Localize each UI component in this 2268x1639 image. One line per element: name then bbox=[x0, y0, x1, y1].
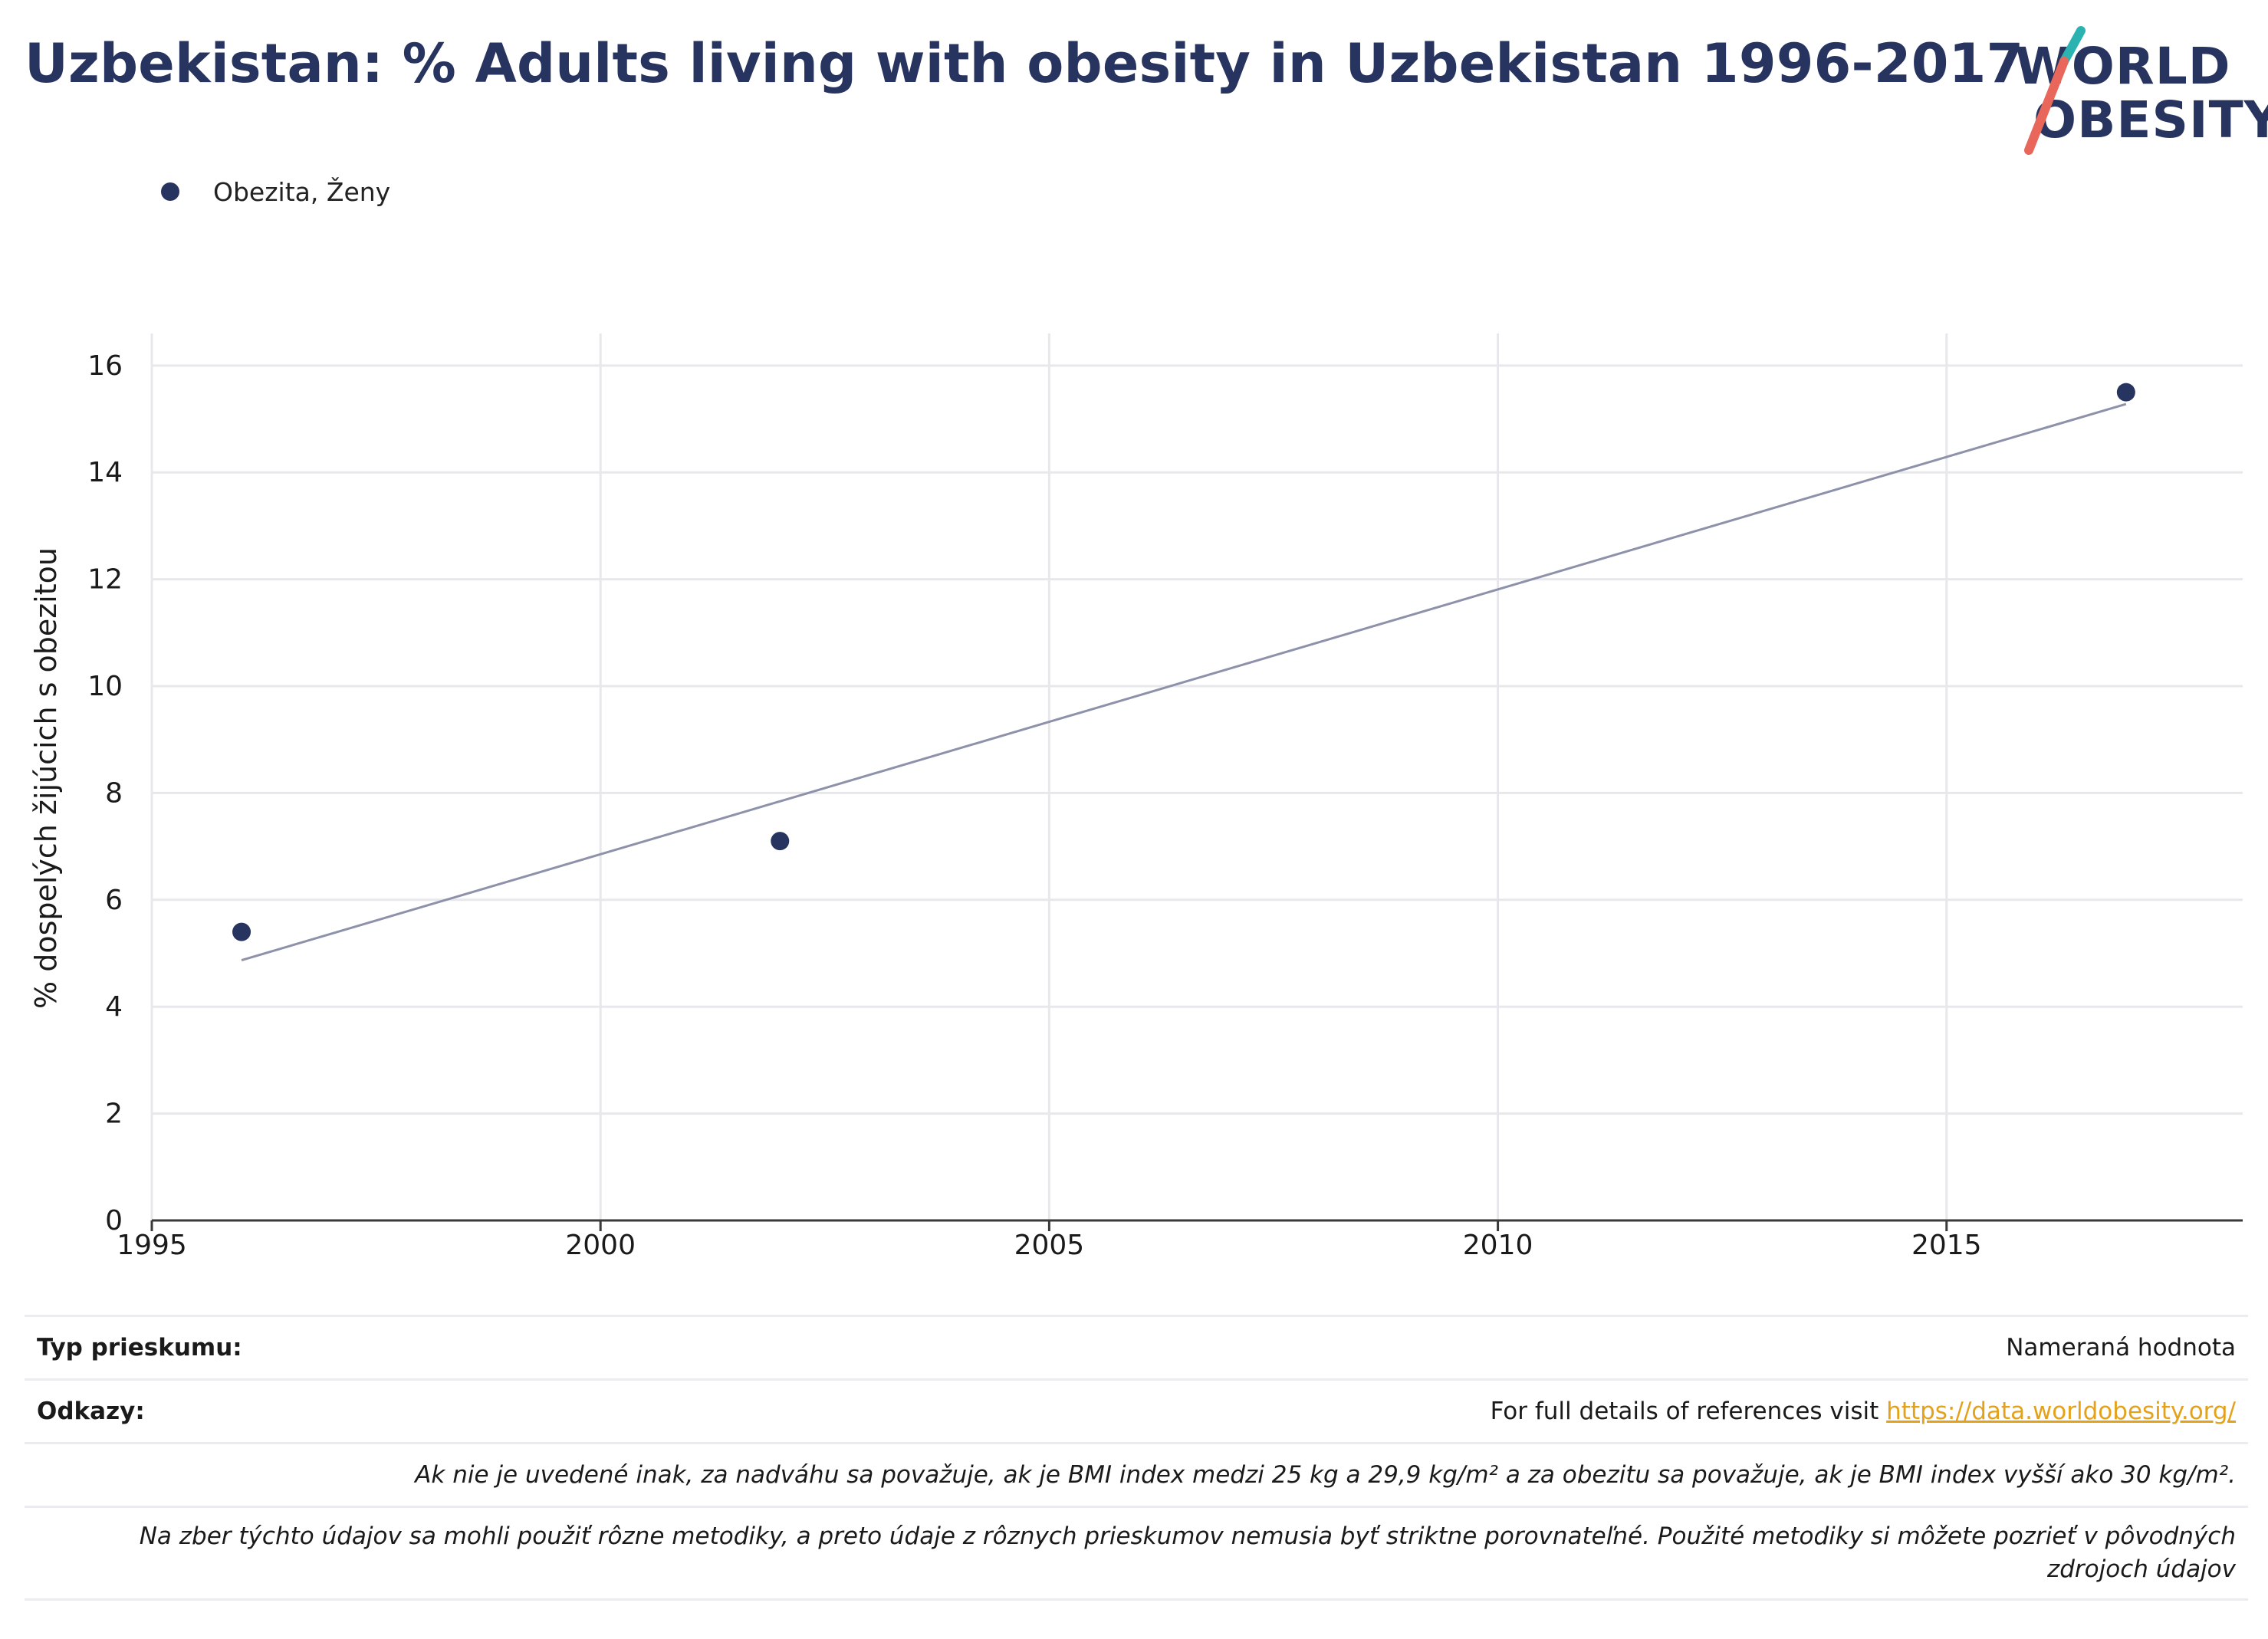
y-tick-label: 8 bbox=[105, 777, 123, 809]
references-value: For full details of references visit htt… bbox=[1491, 1398, 2248, 1425]
chart-title: Uzbekistan: % Adults living with obesity… bbox=[25, 32, 2024, 95]
chart-footer: Typ prieskumu: Nameraná hodnota Odkazy: … bbox=[25, 1315, 2248, 1601]
world-obesity-logo: WORLD OBESITY bbox=[2001, 23, 2268, 161]
x-tick-label: 2000 bbox=[565, 1230, 636, 1261]
data-point bbox=[771, 832, 790, 851]
y-tick-label: 4 bbox=[105, 991, 123, 1023]
references-row: Odkazy: For full details of references v… bbox=[25, 1378, 2248, 1442]
y-tick-label: 16 bbox=[87, 350, 123, 382]
bmi-note: Ak nie je uvedené inak, za nadváhu sa po… bbox=[415, 1461, 2236, 1489]
methods-note: Na zber týchto údajov sa mohli použiť rô… bbox=[139, 1522, 2236, 1583]
chart-plot: 0 2 4 6 8 10 12 14 16 1995 2000 2005 2010 2015 bbox=[87, 333, 2243, 1261]
y-axis-title: % dospelých žijúcich s obezitou bbox=[29, 547, 63, 1009]
references-label: Odkazy: bbox=[37, 1398, 145, 1425]
legend: Obezita, Ženy bbox=[161, 175, 390, 209]
x-tick-label: 2015 bbox=[1911, 1230, 1982, 1261]
methods-note-row: Na zber týchto údajov sa mohli použiť rô… bbox=[25, 1506, 2248, 1601]
x-tick-label: 2005 bbox=[1014, 1230, 1085, 1261]
bmi-note-row: Ak nie je uvedené inak, za nadváhu sa po… bbox=[25, 1442, 2248, 1506]
x-tick-label: 1995 bbox=[117, 1230, 187, 1261]
y-tick-label: 0 bbox=[105, 1205, 123, 1237]
legend-label: Obezita, Ženy bbox=[213, 176, 391, 207]
survey-type-label: Typ prieskumu: bbox=[37, 1334, 242, 1361]
y-tick-label: 14 bbox=[87, 457, 123, 488]
references-link[interactable]: https://data.worldobesity.org/ bbox=[1886, 1398, 2236, 1425]
survey-type-value: Nameraná hodnota bbox=[2006, 1334, 2236, 1361]
y-tick-label: 2 bbox=[105, 1099, 123, 1130]
x-tick-label: 2010 bbox=[1463, 1230, 1533, 1261]
logo-word-obesity: OBESITY bbox=[2033, 90, 2268, 149]
y-tick-label: 12 bbox=[87, 564, 123, 596]
y-tick-label: 10 bbox=[87, 671, 123, 702]
trend-line bbox=[241, 402, 2127, 962]
references-text: For full details of references visit bbox=[1490, 1398, 1887, 1425]
data-point bbox=[232, 922, 251, 941]
y-tick-label: 6 bbox=[105, 885, 123, 916]
legend-marker bbox=[161, 182, 179, 201]
survey-type-row: Typ prieskumu: Nameraná hodnota bbox=[25, 1315, 2248, 1378]
logo-slash-icon bbox=[2024, 26, 2086, 155]
data-point bbox=[2116, 383, 2135, 402]
